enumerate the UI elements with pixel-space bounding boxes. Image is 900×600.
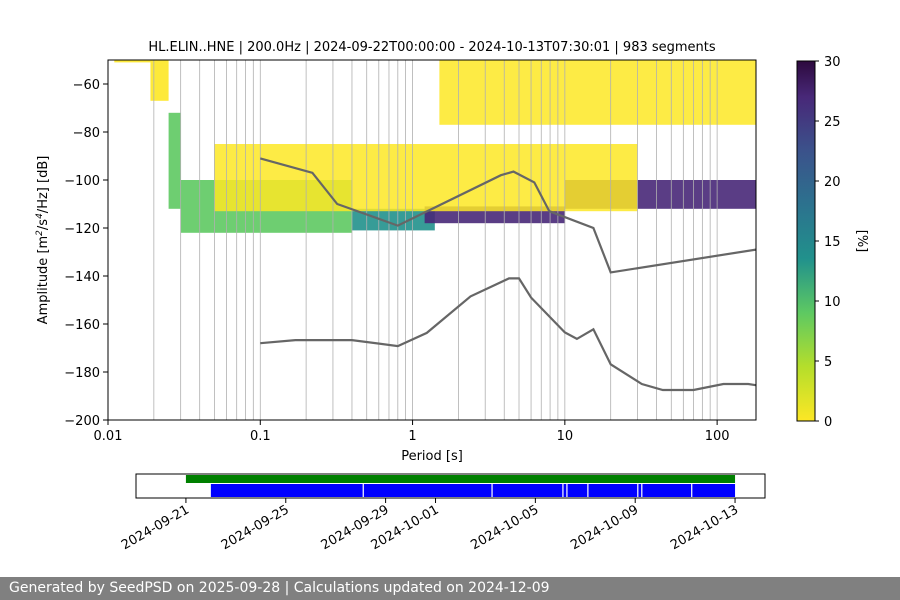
density-band-2: [168, 112, 181, 209]
x-tick-label: 100: [705, 429, 730, 444]
timeline-ticks: 2024-09-21 2024-09-25 2024-09-292024-10-01…: [119, 498, 741, 553]
colorbar-tick-label: 20: [824, 175, 841, 190]
colorbar-tick-label: 30: [824, 55, 841, 70]
timeline-gap: [566, 484, 568, 497]
x-tick-label: 1: [408, 429, 416, 444]
colorbar-tick-label: 15: [824, 235, 841, 250]
y-tick-label: −160: [64, 318, 100, 333]
y-axis-label: Amplitude [m2/s4/Hz] [dB]: [35, 156, 51, 325]
timeline-bar-blue: [210, 484, 736, 497]
timeline-gap: [587, 484, 589, 497]
timeline-tick-label: 2024-09-25: [219, 502, 292, 553]
chart-title: HL.ELIN..HNE | 200.0Hz | 2024-09-22T00:0…: [148, 40, 716, 55]
x-axis-ticks: 0.01 0.1 1 10 100: [94, 420, 730, 444]
y-tick-label: −140: [64, 270, 100, 285]
colorbar-label: [%]: [854, 230, 869, 253]
colorbar-tick-label: 25: [824, 115, 841, 130]
colorbar: 0 5 10 15 20 25 30 [%]: [796, 55, 869, 430]
footer-text: Generated by SeedPSD on 2025-09-28 | Cal…: [9, 580, 550, 596]
colorbar-tick-label: 5: [824, 355, 832, 370]
timeline-tick-label: 2024-10-09: [568, 502, 641, 553]
timeline-gap: [562, 484, 564, 497]
period-grid: [153, 60, 718, 420]
timeline-gap: [637, 484, 639, 497]
timeline-frame: [135, 473, 766, 499]
density-band-4: [351, 208, 435, 231]
colorbar-ticks: 0 5 10 15 20 25 30: [815, 55, 841, 430]
timeline-gap: [641, 484, 643, 497]
y-tick-label: −180: [64, 366, 100, 381]
noise-model-high: [260, 157, 756, 274]
data-timeline: 2024-09-21 2024-09-25 2024-09-292024-10-01…: [119, 473, 766, 553]
x-tick-label: 0.01: [94, 429, 123, 444]
x-tick-label: 0.1: [250, 429, 271, 444]
y-axis-ticks: −60 −80 −100 −120 −140 −160 −180 −200: [64, 78, 108, 429]
y-tick-label: −60: [73, 78, 100, 93]
density-band-8: [439, 60, 756, 125]
noise-model-low: [260, 277, 756, 392]
psd-density-layer: [114, 60, 756, 233]
x-axis-label: Period [s]: [401, 449, 463, 464]
timeline-gap: [691, 484, 693, 497]
timeline-bar-green: [185, 475, 736, 483]
y-tick-label: −200: [64, 414, 100, 429]
timeline-tick-label: 2024-10-05: [468, 502, 541, 553]
x-tick-label: 10: [557, 429, 574, 444]
y-tick-label: −120: [64, 222, 100, 237]
timeline-gap: [362, 484, 364, 497]
timeline-tick-label: 2024-09-21: [119, 502, 192, 553]
noise-models: [260, 157, 756, 392]
y-tick-label: −100: [64, 174, 100, 189]
density-band-7: [214, 144, 638, 212]
timeline-gap: [491, 484, 493, 497]
y-tick-label: −80: [73, 126, 100, 141]
density-band-0: [114, 60, 151, 63]
timeline-bars: [185, 475, 736, 497]
colorbar-tick-label: 10: [824, 295, 841, 310]
density-band-1: [150, 60, 169, 101]
colorbar-tick-label: 0: [824, 415, 832, 430]
plot-frame: [107, 59, 757, 421]
colorbar-gradient: [796, 60, 816, 422]
timeline-tick-label: 2024-10-13: [668, 502, 741, 553]
footer-bar: Generated by SeedPSD on 2025-09-28 | Cal…: [0, 577, 900, 600]
psd-plot: 0.01 0.1 1 10 100 −60 −80 −100 −120 −140 −160 −180…: [35, 59, 757, 464]
